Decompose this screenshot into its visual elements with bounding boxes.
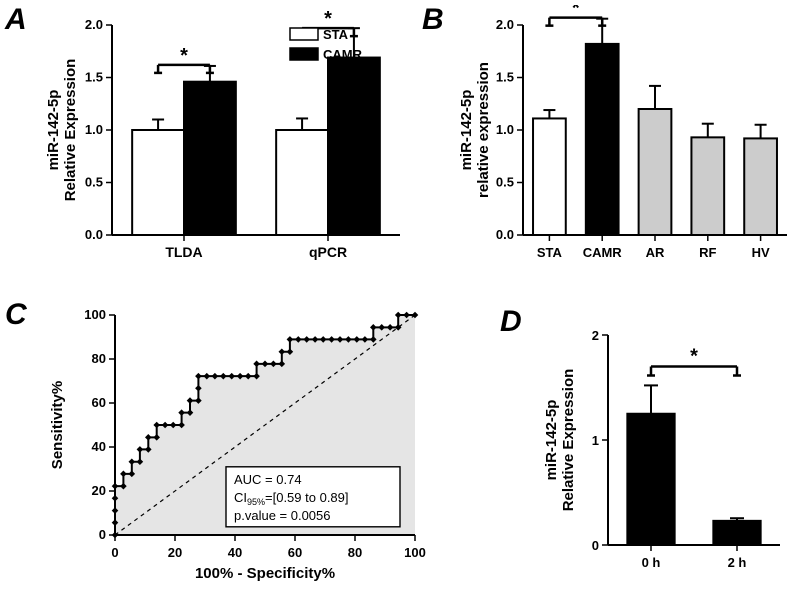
svg-text:*: *	[572, 5, 580, 20]
chart-a: 0.0 0.5 1.0 1.5 2.0 miR-142-5pRelative Expres…	[40, 5, 410, 285]
svg-text:20: 20	[92, 483, 106, 498]
svg-text:qPCR: qPCR	[309, 244, 347, 260]
svg-text:0.0: 0.0	[85, 227, 103, 242]
svg-text:p.value = 0.0056: p.value = 0.0056	[234, 508, 331, 523]
chart-c-roc: 0 20 40 60 80 100 0 20 40 60 80 100 100% - Specifici…	[40, 300, 430, 590]
svg-text:CAMR: CAMR	[323, 47, 363, 62]
svg-text:100% - Specificity%: 100% - Specificity%	[195, 565, 335, 582]
svg-text:0: 0	[99, 527, 106, 542]
svg-text:0 h: 0 h	[642, 555, 661, 570]
svg-text:40: 40	[228, 545, 242, 560]
svg-text:Relative Expression: Relative Expression	[560, 369, 577, 512]
svg-text:100: 100	[404, 545, 426, 560]
svg-text:AR: AR	[646, 245, 665, 260]
svg-text:60: 60	[92, 395, 106, 410]
panel-label-d: D	[500, 305, 522, 339]
svg-text:1.5: 1.5	[85, 70, 103, 85]
chart-d: 0 1 2 miR-142-5pRelative Expression 0 h 2 h *	[540, 320, 790, 590]
svg-text:AUC = 0.74: AUC = 0.74	[234, 472, 302, 487]
svg-text:1.0: 1.0	[496, 122, 514, 137]
svg-text:1.5: 1.5	[496, 70, 514, 85]
svg-text:40: 40	[92, 439, 106, 454]
svg-text:20: 20	[168, 545, 182, 560]
panel-label-c: C	[5, 298, 27, 332]
chart-b: 0.0 0.5 1.0 1.5 2.0 miR-142-5prelative expres…	[455, 5, 793, 285]
svg-text:80: 80	[92, 351, 106, 366]
svg-text:CAMR: CAMR	[583, 245, 623, 260]
svg-text:2 h: 2 h	[728, 555, 747, 570]
svg-text:0.5: 0.5	[496, 175, 514, 190]
svg-text:RF: RF	[699, 245, 716, 260]
svg-text:miR-142-5p: miR-142-5p	[543, 400, 560, 481]
svg-text:miR-142-5p: miR-142-5p	[45, 90, 62, 171]
svg-text:1.0: 1.0	[85, 122, 103, 137]
svg-text:0.5: 0.5	[85, 175, 103, 190]
svg-text:STA: STA	[537, 245, 563, 260]
svg-text:*: *	[690, 346, 698, 368]
panel-label-b: B	[422, 3, 444, 37]
svg-text:Relative Expression: Relative Expression	[62, 59, 79, 202]
svg-text:Sensitivity%: Sensitivity%	[49, 381, 66, 469]
svg-text:miR-142-5p: miR-142-5p	[458, 90, 475, 171]
svg-text:0.0: 0.0	[496, 227, 514, 242]
svg-text:*: *	[180, 45, 188, 67]
svg-text:80: 80	[348, 545, 362, 560]
svg-text:60: 60	[288, 545, 302, 560]
svg-text:TLDA: TLDA	[165, 244, 202, 260]
svg-text:relative expression: relative expression	[475, 62, 492, 198]
svg-text:2: 2	[592, 328, 599, 343]
svg-text:0: 0	[592, 538, 599, 553]
svg-text:1: 1	[592, 433, 599, 448]
svg-text:100: 100	[84, 307, 106, 322]
svg-text:2.0: 2.0	[85, 17, 103, 32]
svg-text:STA: STA	[323, 27, 349, 42]
svg-text:0: 0	[111, 545, 118, 560]
svg-text:HV: HV	[752, 245, 770, 260]
panel-label-a: A	[5, 3, 27, 37]
svg-text:2.0: 2.0	[496, 17, 514, 32]
